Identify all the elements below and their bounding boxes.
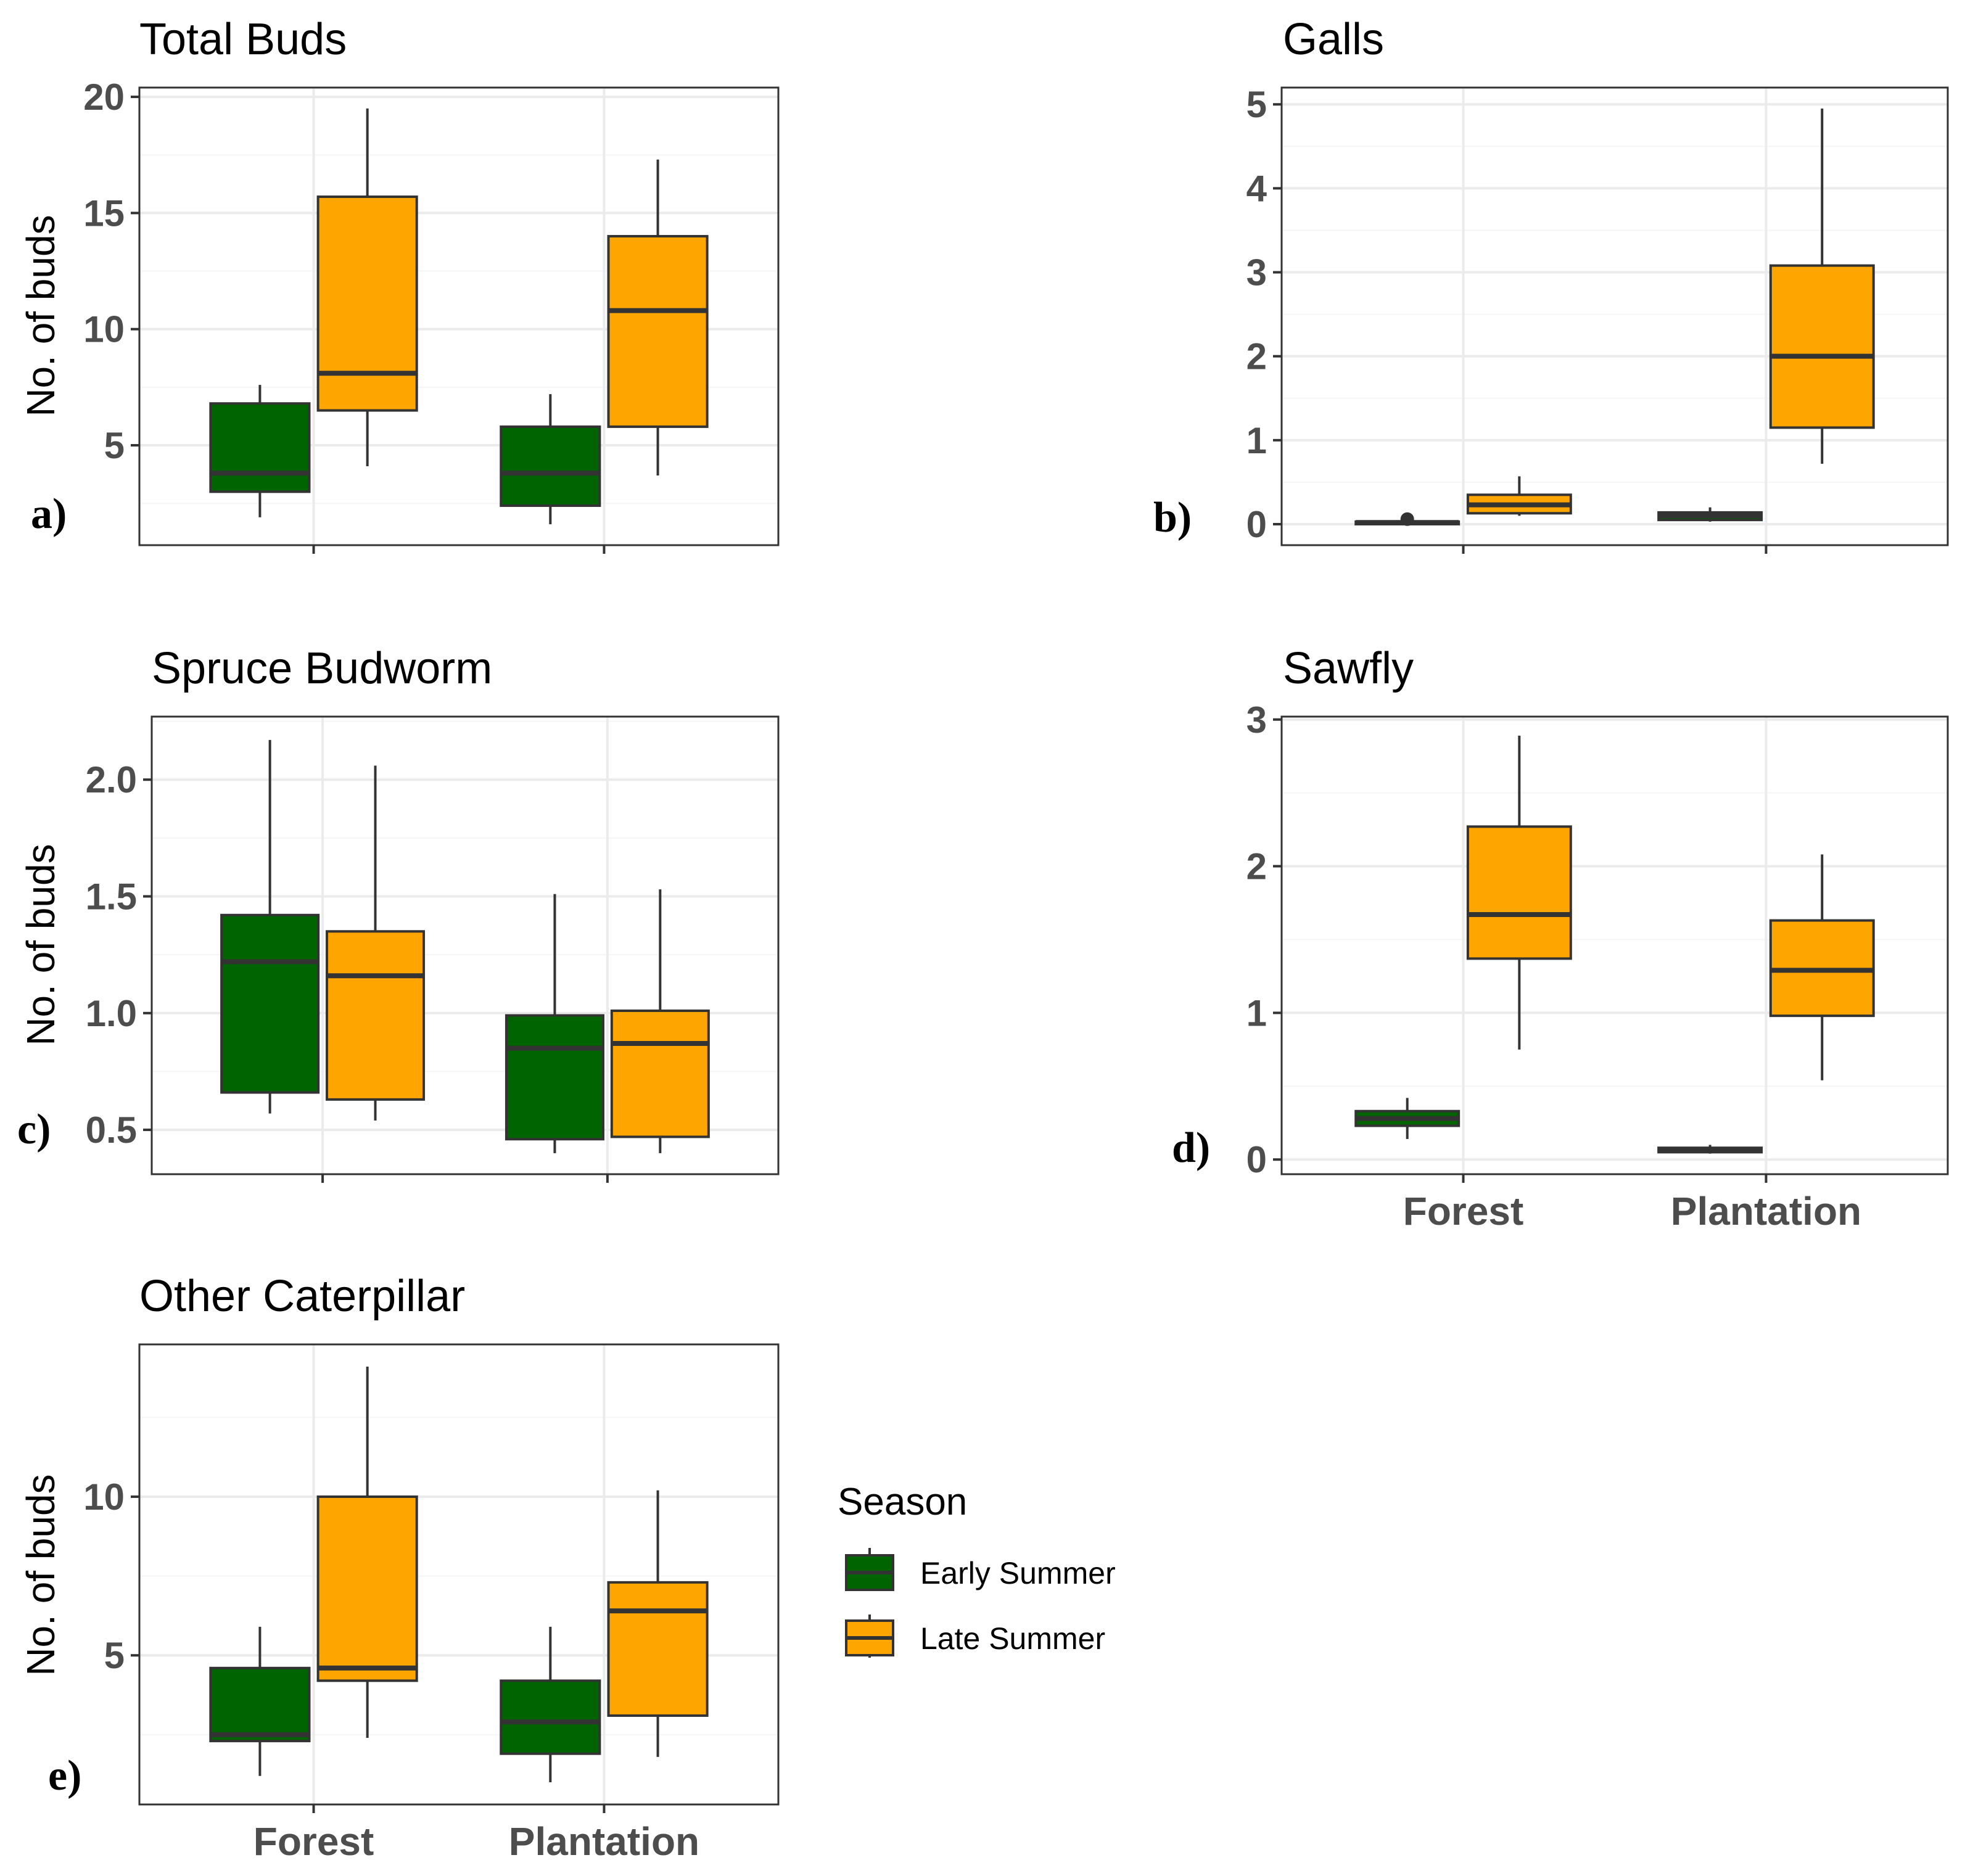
box [500, 1679, 601, 1755]
y-tick-label: 1 [1246, 992, 1267, 1034]
y-tick-label: 2 [1246, 336, 1267, 377]
box [607, 235, 709, 428]
y-tick-label: 5 [104, 1635, 125, 1676]
y-tick-label: 1 [1246, 420, 1267, 461]
box [316, 1495, 418, 1682]
legend-label-late-summer: Late Summer [920, 1621, 1105, 1656]
y-axis-label: No. of buds [19, 844, 63, 1045]
panel-border [1280, 86, 1949, 546]
panel-galls: Galls b) 0 1 2 3 4 5 [1153, 15, 1949, 554]
box [326, 930, 426, 1101]
panel-border [150, 715, 780, 1175]
y-tick-label: 5 [1246, 84, 1267, 125]
panel-title: Galls [1283, 15, 1384, 64]
box [316, 195, 418, 412]
y-tick-label: 0.5 [86, 1109, 137, 1151]
panel-spruce-budworm: Spruce Budworm No. of buds c) 0.5 1.0 1.5 2… [17, 644, 780, 1183]
box [1769, 264, 1875, 429]
y-tick-label: 10 [83, 1476, 125, 1518]
panel-label: c) [17, 1106, 51, 1153]
y-tick-label: 3 [1246, 252, 1267, 294]
x-tick-label: Plantation [509, 1819, 699, 1864]
panel-sawfly: Sawfly d) 0 1 2 3 Forest Plantation [1172, 644, 1949, 1233]
y-tick-label: 2 [1246, 846, 1267, 887]
y-tick-label: 1.5 [86, 876, 137, 918]
y-tick-label: 1.0 [86, 993, 137, 1034]
x-tick-label: Forest [1403, 1189, 1524, 1233]
y-tick-label: 3 [1246, 699, 1267, 741]
panel-label: b) [1153, 494, 1192, 541]
panel-label: d) [1172, 1124, 1210, 1172]
panel-border [1280, 715, 1949, 1175]
legend-label-early-summer: Early Summer [920, 1556, 1116, 1590]
panel-title: Other Caterpillar [139, 1272, 465, 1321]
outlier-point [1400, 512, 1414, 526]
legend-item-late-summer: Late Summer [845, 1615, 1105, 1658]
panel-label: e) [48, 1752, 81, 1800]
panel-title: Spruce Budworm [152, 644, 492, 693]
panel-title: Sawfly [1283, 644, 1414, 693]
panel-border [138, 1343, 780, 1806]
y-tick-label: 0 [1246, 504, 1267, 545]
box [220, 913, 320, 1094]
y-tick-label: 2.0 [86, 759, 137, 800]
y-tick-label: 10 [83, 309, 125, 350]
panel-border [138, 86, 780, 546]
y-tick-label: 15 [83, 192, 125, 234]
y-tick-label: 5 [104, 425, 125, 466]
y-tick-label: 20 [83, 76, 125, 118]
panel-other-caterpillar: Other Caterpillar No. of buds e) 5 10 Fore… [19, 1272, 780, 1864]
x-tick-label: Plantation [1671, 1189, 1861, 1233]
y-axis-label: No. of buds [19, 1474, 63, 1676]
legend: Season Early Summer Late Summer [838, 1481, 1116, 1658]
box [209, 402, 311, 493]
box [1466, 825, 1572, 960]
x-tick-label: Forest [253, 1819, 374, 1864]
box [500, 425, 601, 507]
box [610, 1010, 710, 1138]
panel-total-buds: Total Buds No. of buds a) 5 10 15 20 [19, 15, 780, 554]
box [607, 1581, 709, 1717]
y-axis-label: No. of buds [19, 215, 63, 416]
panel-title: Total Buds [139, 15, 347, 64]
y-tick-label: 4 [1246, 168, 1267, 209]
legend-item-early-summer: Early Summer [845, 1548, 1116, 1591]
box [209, 1666, 311, 1743]
box [505, 1014, 604, 1141]
panel-label: a) [31, 490, 67, 538]
y-tick-label: 0 [1246, 1139, 1267, 1180]
legend-title: Season [838, 1481, 967, 1523]
